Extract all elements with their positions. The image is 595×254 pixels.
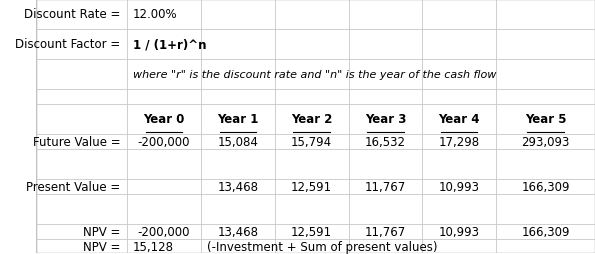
Text: Year 0: Year 0 xyxy=(143,113,185,126)
Text: 15,794: 15,794 xyxy=(291,135,332,148)
Text: -200,000: -200,000 xyxy=(138,225,190,238)
Text: 10,993: 10,993 xyxy=(439,225,480,238)
Text: 16,532: 16,532 xyxy=(365,135,406,148)
Text: 15,128: 15,128 xyxy=(133,240,174,252)
Text: 12,591: 12,591 xyxy=(291,225,332,238)
Text: 11,767: 11,767 xyxy=(365,180,406,193)
Text: 15,084: 15,084 xyxy=(217,135,258,148)
Text: 12.00%: 12.00% xyxy=(133,8,177,21)
Text: 10,993: 10,993 xyxy=(439,180,480,193)
Text: NPV =: NPV = xyxy=(83,240,124,252)
Text: 17,298: 17,298 xyxy=(439,135,480,148)
Text: Discount Factor =: Discount Factor = xyxy=(15,38,124,51)
Text: 13,468: 13,468 xyxy=(217,180,258,193)
Text: 12,591: 12,591 xyxy=(291,180,332,193)
Text: (-Investment + Sum of present values): (-Investment + Sum of present values) xyxy=(206,240,437,252)
Text: 166,309: 166,309 xyxy=(521,180,570,193)
Text: Year 5: Year 5 xyxy=(525,113,566,126)
Text: 1 / (1+r)^n: 1 / (1+r)^n xyxy=(133,38,206,51)
Text: 166,309: 166,309 xyxy=(521,225,570,238)
Text: Future Value =: Future Value = xyxy=(33,135,124,148)
Text: Year 2: Year 2 xyxy=(291,113,333,126)
Text: 13,468: 13,468 xyxy=(217,225,258,238)
Text: Present Value =: Present Value = xyxy=(26,180,124,193)
Text: -200,000: -200,000 xyxy=(138,135,190,148)
Text: 293,093: 293,093 xyxy=(521,135,570,148)
Text: Year 4: Year 4 xyxy=(439,113,480,126)
Text: Year 1: Year 1 xyxy=(217,113,259,126)
Text: Year 3: Year 3 xyxy=(365,113,406,126)
Text: 11,767: 11,767 xyxy=(365,225,406,238)
Text: Discount Rate =: Discount Rate = xyxy=(24,8,124,21)
Text: NPV =: NPV = xyxy=(83,225,124,238)
Text: where "r" is the discount rate and "n" is the year of the cash flow: where "r" is the discount rate and "n" i… xyxy=(133,70,496,80)
